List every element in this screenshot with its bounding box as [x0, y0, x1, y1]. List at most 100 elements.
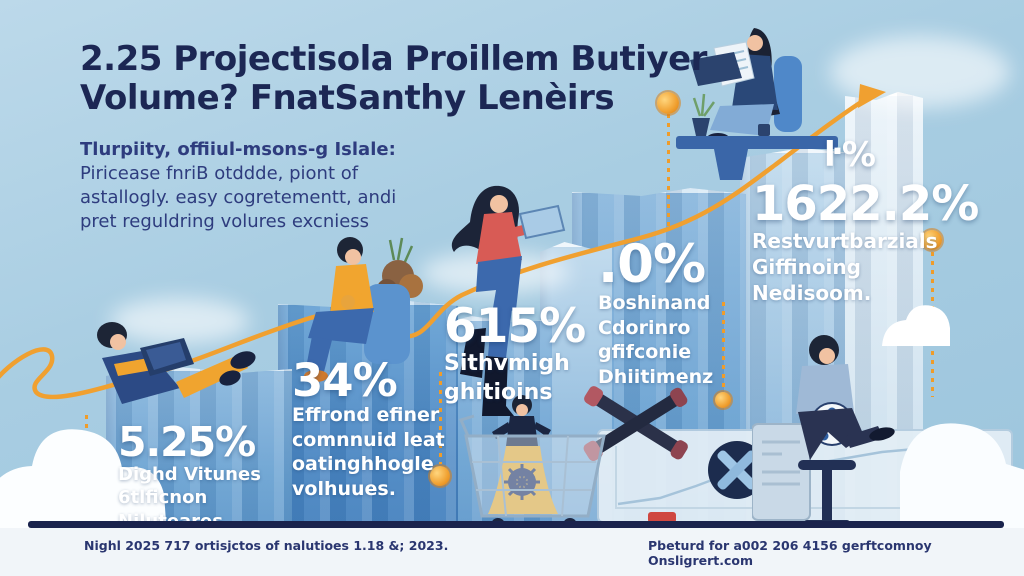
stat-value: 34% [292, 354, 398, 407]
mug [758, 124, 770, 136]
stool-column [822, 470, 832, 520]
face [110, 334, 126, 350]
stat-label: Dighd Vitunes [118, 464, 261, 485]
coin-icon [430, 466, 450, 486]
pants [798, 408, 864, 460]
arrowhead-icon [858, 84, 886, 108]
face [747, 35, 763, 51]
ground-strip [0, 528, 1024, 576]
jeans [308, 308, 374, 344]
dark-top [506, 416, 538, 446]
stat-block-3: 615% Sithvmigh ghitioins [444, 303, 604, 407]
title-line-2: Volume? FnatSanthy Lenèirs [80, 78, 615, 119]
shoe [304, 370, 328, 382]
stat-block-1: 5.25% Dighd Vitunes 6tlficnon Njluteares [118, 422, 293, 533]
stat-value: ŀ% [824, 135, 876, 175]
boot [460, 328, 486, 378]
desk-support [714, 149, 748, 180]
face [490, 195, 508, 213]
laptop-screen [146, 342, 186, 370]
stat-label: ghitioins [444, 379, 553, 405]
shoe [869, 427, 895, 441]
stat-value: 615% [444, 299, 586, 354]
stat-label: Restvurtbarzials [752, 229, 938, 253]
intro-line: Piricease fnriB otddde, piont of [80, 163, 359, 185]
stat-value: 5.25% [118, 418, 256, 466]
stat-value: 1622.2% [752, 176, 979, 232]
lower-leg [306, 336, 332, 372]
stat-block-5-small: ŀ% [824, 135, 876, 175]
shoe [219, 370, 241, 386]
plant-pot [692, 118, 710, 136]
cart-lattice [472, 435, 596, 517]
stat-label: Cdorinro [598, 316, 691, 339]
red-top [476, 212, 522, 264]
stat-block-5: 1622.2% Restvurtbarzials Giffinoing Nedi… [752, 176, 979, 306]
figure-woman-desk [676, 28, 838, 180]
coin-icon [922, 230, 942, 250]
page-title: 2.25 Projectisola Proillem Butiyer Volum… [80, 39, 707, 119]
figure-stool-reel [752, 335, 895, 526]
coin-icon [657, 92, 679, 114]
dotted-string [667, 114, 670, 230]
figure-seated-yellow-shirt [304, 237, 423, 382]
shirt [330, 264, 374, 314]
chair [364, 284, 410, 364]
legs [176, 354, 248, 398]
lower-leg [488, 308, 512, 358]
face [345, 249, 361, 265]
cart-icon [464, 434, 606, 518]
stat-label: Boshinand [598, 292, 711, 314]
face [819, 348, 835, 364]
title-line-1: 2.25 Projectisola Proillem Butiyer [80, 39, 707, 79]
cloud [882, 305, 950, 346]
intro-line: pret reguldring volures excniess [80, 211, 370, 233]
stat-block-4: .0% Boshinand Cdorinro gfifconie Dhiitim… [598, 238, 758, 390]
face [516, 404, 528, 416]
dotted-string [722, 302, 725, 392]
plant-sprigs [692, 93, 716, 117]
stat-label: 6tlficnon [118, 487, 208, 509]
panel-chart-line [617, 478, 713, 506]
stat-label: Effrond efiner [292, 404, 440, 426]
footnote-right: Pbeturd for a002 206 4156 gerftcomnoy On… [648, 538, 932, 568]
intro-heading: Tlurpiity, offiiul-msons-g Islale: [80, 139, 396, 160]
boot [482, 356, 514, 416]
stool-seat [798, 460, 856, 470]
stat-block-2: 34% Effrond efiner comnnuid leat oatingh… [292, 358, 467, 502]
stat-label: Nedisoom. [752, 281, 872, 305]
stat-label: comnnuid leat [292, 428, 445, 451]
laptop-icon [518, 204, 566, 240]
laptop-icon [690, 52, 742, 86]
smoke-wisp [110, 298, 250, 344]
figure-woman-laptop [451, 185, 566, 416]
arm [534, 422, 551, 437]
chair-back [774, 56, 802, 132]
crossed-swords-icon [583, 386, 688, 462]
desk [676, 136, 838, 149]
stat-label: volhuues. [292, 478, 396, 501]
arm [334, 284, 362, 304]
figure-reclining-worker [97, 322, 256, 404]
figure-cart [458, 395, 606, 532]
plant-sprigs [388, 237, 414, 265]
stat-label: Dhiitimenz [598, 366, 714, 389]
intro-line: astallogly. easy cogretementt, andi [80, 187, 397, 209]
red-button [648, 512, 676, 523]
intro-paragraph: Tlurpiity, offiiul-msons-g Islale: Piric… [80, 138, 396, 234]
hands [341, 295, 355, 309]
baseline-rule [28, 521, 1004, 528]
shoe [230, 351, 256, 369]
stat-label: oatinghhogle [292, 453, 434, 476]
cart-handle [458, 414, 475, 437]
coin-icon [715, 392, 731, 408]
stat-value: .0% [598, 234, 706, 295]
stat-label: Sithvmigh [444, 351, 570, 376]
dotted-string [439, 372, 442, 464]
jeans [476, 256, 522, 314]
stat-label: gfifconie [598, 341, 692, 364]
stat-label: Giffinoing [752, 255, 861, 279]
side-monitor-lines [762, 440, 800, 486]
footnote-left: Nighl 2025 717 ortisjctos of nalutioes 1… [84, 538, 449, 553]
